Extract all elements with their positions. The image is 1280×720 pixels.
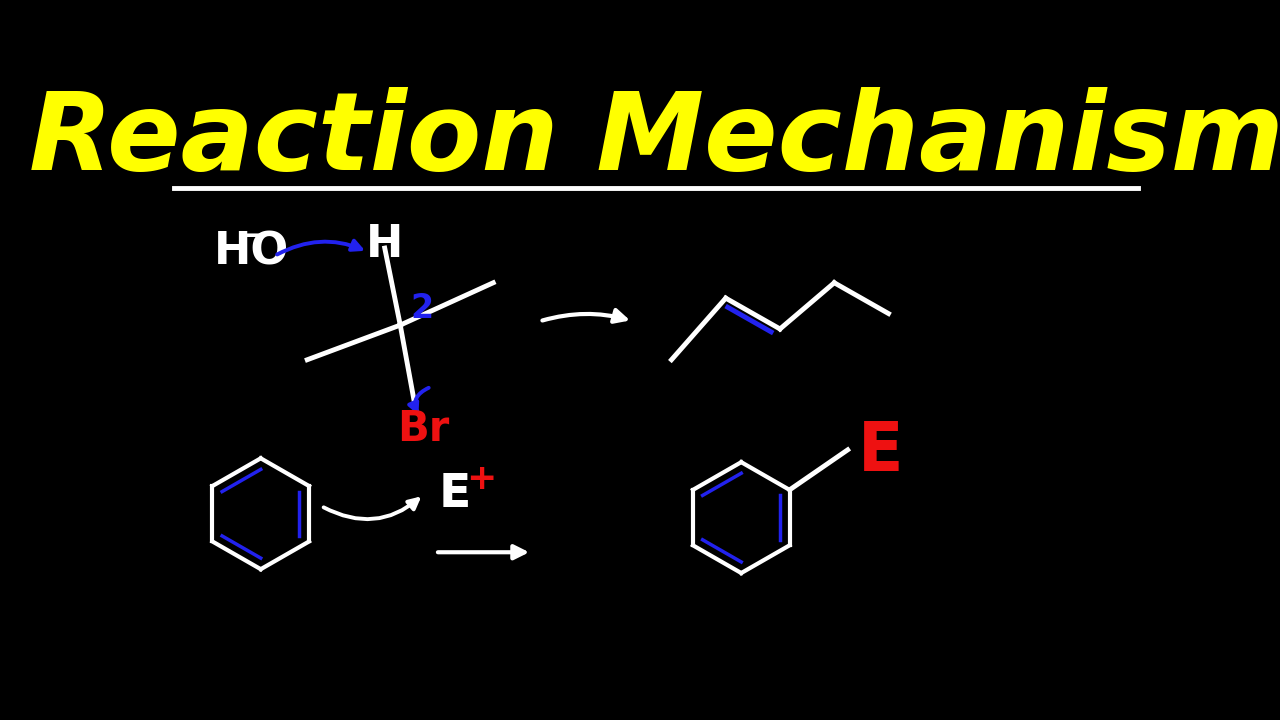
Text: 2: 2 — [411, 292, 434, 325]
Text: E: E — [858, 419, 904, 485]
Text: H: H — [366, 222, 403, 266]
Text: Br: Br — [397, 408, 449, 450]
Text: E: E — [438, 472, 471, 517]
Text: +: + — [466, 462, 497, 496]
Text: HO: HO — [214, 230, 289, 274]
Text: −: − — [238, 222, 264, 251]
Text: Reaction Mechanism: Reaction Mechanism — [28, 87, 1280, 193]
